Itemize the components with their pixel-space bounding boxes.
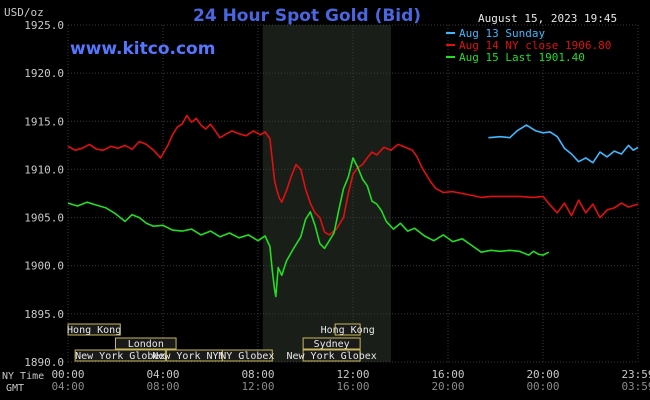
x-tick-label-gmt-2: 12:00 <box>241 380 274 393</box>
session-6: Sydney <box>302 337 361 350</box>
session-4: NY Globex <box>220 349 274 362</box>
session-box-0 <box>67 323 121 336</box>
legend-label-aug14: Aug 14 NY close 1906.80 <box>459 39 611 52</box>
y-tick-label-1: 1895.0 <box>24 308 64 321</box>
session-label-2: New York Globex <box>75 351 165 362</box>
x-tick-label-ny-0: 00:00 <box>51 368 84 381</box>
legend-label-aug13: Aug 13 Sunday <box>459 27 545 40</box>
series-line-1 <box>67 114 639 236</box>
session-label-0: Hong Kong <box>67 325 121 336</box>
x-tick-label-gmt-0: 04:00 <box>51 380 84 393</box>
y-tick-label-3: 1905.0 <box>24 212 64 225</box>
session-label-7: New York Globex <box>286 351 376 362</box>
series-line-2 <box>67 157 550 298</box>
series-line-0 <box>488 124 639 164</box>
price-series <box>67 114 639 298</box>
session-label-6: Sydney <box>314 339 350 350</box>
legend-label-aug15: Aug 15 Last 1901.40 <box>459 51 585 64</box>
session-1: London <box>115 337 177 350</box>
x-tick-label-gmt-1: 08:00 <box>146 380 179 393</box>
x-tick-label-ny-6: 23:59 <box>621 368 650 381</box>
session-label-1: London <box>128 339 164 350</box>
session-box-4 <box>221 349 273 362</box>
x-tick-label-gmt-5: 00:00 <box>526 380 559 393</box>
x-tick-label-gmt-3: 16:00 <box>336 380 369 393</box>
session-7: New York Globex <box>286 349 377 362</box>
y-tick-label-0: 1890.0 <box>24 356 64 369</box>
y-tick-label-4: 1910.0 <box>24 163 64 176</box>
y-axis-ticks: 1890.0 1895.0 1900.0 1905.0 1910.0 1915.0 1920… <box>24 19 64 369</box>
x-tick-label-ny-4: 16:00 <box>431 368 464 381</box>
x-axis-name-ny: NY Time <box>2 371 44 382</box>
legend: Aug 13 Sunday Aug 14 NY close 1906.80 Au… <box>446 27 611 64</box>
session-box-2 <box>74 349 166 362</box>
session-label-4: NY Globex <box>220 351 274 362</box>
session-2: New York Globex <box>74 349 166 362</box>
y-tick-label-7: 1925.0 <box>24 19 64 32</box>
watermark: www.kitco.com <box>70 39 215 59</box>
grid-lines <box>67 24 639 363</box>
chart-title: 24 Hour Spot Gold (Bid) <box>193 6 421 26</box>
x-tick-label-gmt-4: 20:00 <box>431 380 464 393</box>
session-box-6 <box>302 337 361 350</box>
x-tick-label-ny-5: 20:00 <box>526 368 559 381</box>
y-tick-label-5: 1915.0 <box>24 115 64 128</box>
x-axis-ticks: 00:0004:0004:0008:0008:0012:0012:0016:00… <box>51 368 650 393</box>
session-5: Hong Kong <box>321 323 375 336</box>
y-tick-label-6: 1920.0 <box>24 67 64 80</box>
y-tick-label-2: 1900.0 <box>24 260 64 273</box>
x-tick-label-ny-3: 12:00 <box>336 368 369 381</box>
session-box-7 <box>302 349 361 362</box>
x-tick-label-gmt-6: 03:59 <box>621 380 650 393</box>
session-label-3: New York NYMEX <box>152 351 236 362</box>
x-axis-name-gmt: GMT <box>6 383 24 394</box>
units-label: USD/oz <box>4 6 44 19</box>
session-label-5: Hong Kong <box>321 325 375 336</box>
market-hours-shade <box>262 25 391 362</box>
session-box-5 <box>334 323 361 336</box>
session-0: Hong Kong <box>67 323 121 336</box>
x-tick-label-ny-1: 04:00 <box>146 368 179 381</box>
timestamp: August 15, 2023 19:45 <box>478 12 617 25</box>
session-box-1 <box>115 337 177 350</box>
x-tick-label-ny-2: 08:00 <box>241 368 274 381</box>
